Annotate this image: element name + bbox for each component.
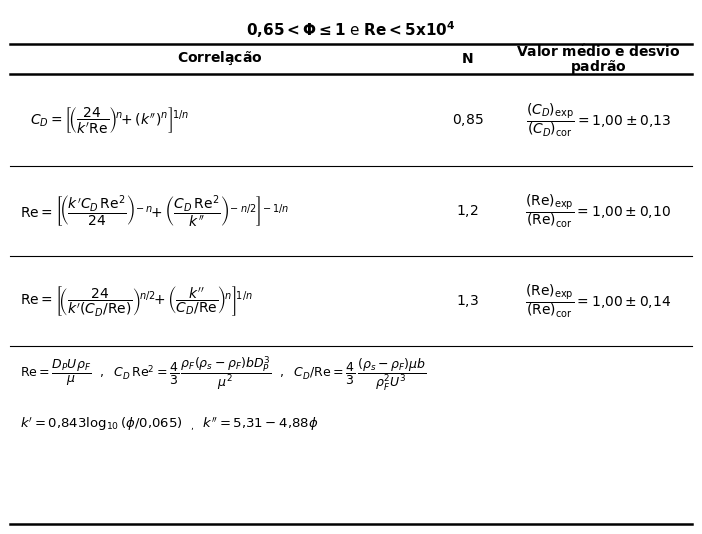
Text: $0{,}85$: $0{,}85$	[451, 112, 483, 128]
Text: $\mathbf{0{,}65 < \Phi \leq 1\ \mathrm{e}\ Re < 5x10^4}$: $\mathbf{0{,}65 < \Phi \leq 1\ \mathrm{e…	[246, 19, 456, 40]
Text: $k^{\prime}{=}0{,}843\log_{10}(\phi/0{,}065)$$\ \ {}_{,}\ \ $$k^{\prime\prime}{=: $k^{\prime}{=}0{,}843\log_{10}(\phi/0{,}…	[20, 415, 319, 433]
Text: $1{,}2$: $1{,}2$	[456, 203, 479, 219]
Text: $C_D = \left[\!\left(\dfrac{24}{k^{\prime}\mathrm{Re}}\right)^{\!n}\!\!+(k^{\pri: $C_D = \left[\!\left(\dfrac{24}{k^{\prim…	[30, 105, 189, 135]
Text: $\mathrm{Re} = \left[\!\left(\dfrac{24}{k^{\prime}(C_D/\mathrm{Re})}\right)^{\!n: $\mathrm{Re} = \left[\!\left(\dfrac{24}{…	[20, 284, 253, 318]
Text: $\mathbf{N}$: $\mathbf{N}$	[461, 52, 474, 66]
Text: $\dfrac{(C_D)_{\mathrm{exp}}}{(C_D)_{\mathrm{cor}}} = 1{,}00\pm0{,}13$: $\dfrac{(C_D)_{\mathrm{exp}}}{(C_D)_{\ma…	[526, 101, 671, 139]
Text: $\mathbf{Valor\ m\acute{e}dio\ e\ desvio}$: $\mathbf{Valor\ m\acute{e}dio\ e\ desvio…	[516, 44, 681, 60]
Text: $\mathbf{padr\~{a}o}$: $\mathbf{padr\~{a}o}$	[570, 59, 627, 77]
Text: $\mathrm{Re}{=}\dfrac{D_P U\rho_F}{\mu}\ \ ,\ \ C_D\,\mathrm{Re}^2{=}\dfrac{4}{3: $\mathrm{Re}{=}\dfrac{D_P U\rho_F}{\mu}\…	[20, 355, 426, 394]
Text: $\mathbf{Correla\c{c}\~{a}o}$: $\mathbf{Correla\c{c}\~{a}o}$	[177, 50, 263, 68]
Text: $\mathrm{Re} = \left[\!\left(\dfrac{k^{\prime}C_D\,\mathrm{Re}^2}{24}\right)^{\!: $\mathrm{Re} = \left[\!\left(\dfrac{k^{\…	[20, 193, 289, 229]
Text: $\dfrac{(\mathrm{Re})_{\mathrm{exp}}}{(\mathrm{Re})_{\mathrm{cor}}} = 1{,}00\pm0: $\dfrac{(\mathrm{Re})_{\mathrm{exp}}}{(\…	[525, 282, 672, 320]
Text: $1{,}3$: $1{,}3$	[456, 293, 479, 309]
Text: $\dfrac{(\mathrm{Re})_{\mathrm{exp}}}{(\mathrm{Re})_{\mathrm{cor}}} = 1{,}00\pm0: $\dfrac{(\mathrm{Re})_{\mathrm{exp}}}{(\…	[526, 192, 672, 230]
